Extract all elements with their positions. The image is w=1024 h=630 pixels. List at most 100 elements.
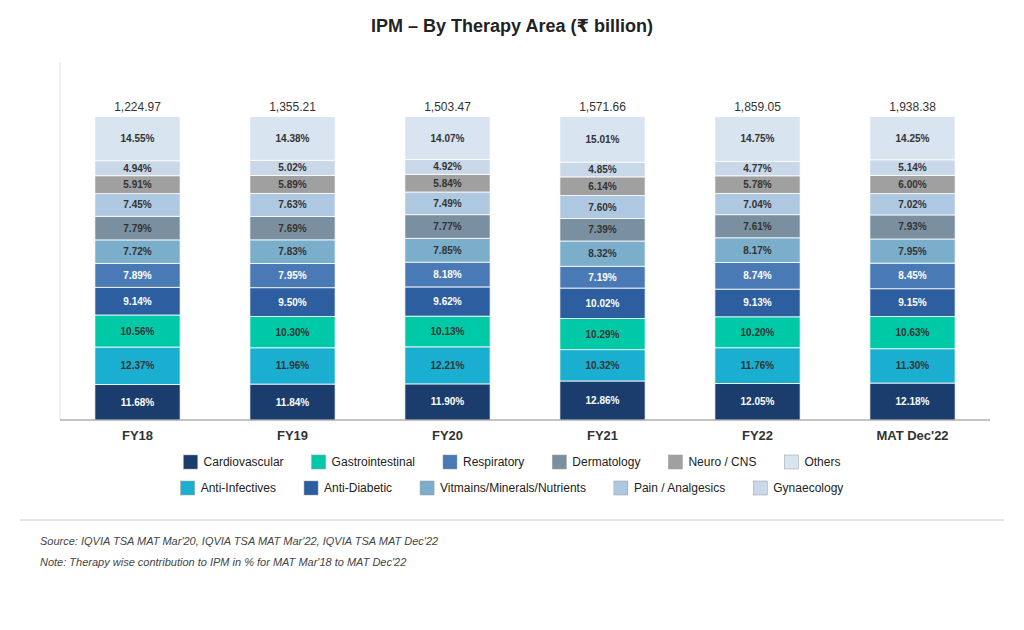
- bar-segment: [405, 192, 490, 215]
- bar-segment: [715, 215, 800, 238]
- data-label: 10.20%: [741, 327, 775, 338]
- data-label: 7.79%: [123, 223, 151, 234]
- data-label: 7.49%: [433, 198, 461, 209]
- data-label: 7.69%: [278, 223, 306, 234]
- bar-segment: [870, 175, 955, 193]
- source: Source: IQVIA TSA MAT Mar'20, IQVIA TSA …: [40, 535, 438, 547]
- legend-label: Others: [804, 455, 840, 469]
- bar-segment: [405, 238, 490, 262]
- legend-swatch: [443, 455, 457, 469]
- data-label: 7.72%: [123, 246, 151, 257]
- bar-segment: [560, 162, 645, 177]
- data-label: 11.84%: [276, 397, 309, 408]
- data-label: 10.30%: [276, 327, 310, 338]
- bar-segment: [560, 266, 645, 288]
- data-label: 7.60%: [588, 202, 616, 213]
- data-label: 9.13%: [743, 297, 771, 308]
- data-label: 14.07%: [431, 133, 465, 144]
- data-label: 10.29%: [586, 329, 620, 340]
- bar-segment: [250, 348, 335, 384]
- data-label: 14.55%: [121, 133, 155, 144]
- bar-segment: [560, 318, 645, 349]
- legend-label: Anti-Diabetic: [324, 481, 392, 495]
- legend-item: Vitmains/Minerals/Nutrients: [420, 481, 586, 495]
- data-label: 7.19%: [588, 272, 616, 283]
- legend-label: Dermatology: [572, 455, 640, 469]
- data-label: 7.63%: [278, 199, 306, 210]
- bar-segment: [95, 161, 180, 176]
- data-label: 11.76%: [741, 360, 774, 371]
- data-label: 5.84%: [433, 178, 461, 189]
- data-label: 7.95%: [898, 246, 926, 257]
- bar-segment: [250, 317, 335, 348]
- x-tick-label: MAT Dec'22: [876, 428, 948, 443]
- data-label: 10.13%: [431, 326, 465, 337]
- legend-item: Gynaecology: [753, 481, 843, 495]
- legend-item: Cardiovascular: [184, 455, 284, 469]
- bar-segment: [250, 175, 335, 193]
- bar-segment: [250, 117, 335, 161]
- data-label: 10.32%: [586, 360, 620, 371]
- bar-segment: [95, 176, 180, 194]
- data-label: 8.74%: [743, 270, 771, 281]
- bar-segment: [715, 176, 800, 194]
- data-label: 9.50%: [278, 297, 306, 308]
- data-label: 4.94%: [123, 163, 151, 174]
- data-label: 7.89%: [123, 270, 151, 281]
- data-label: 7.95%: [278, 270, 306, 281]
- data-label: 7.85%: [433, 245, 461, 256]
- bar-segment: [405, 384, 490, 420]
- data-label: 7.93%: [898, 221, 926, 232]
- data-label: 12.86%: [586, 395, 620, 406]
- total-label: 1,503.47: [424, 100, 471, 114]
- legend-swatch: [753, 481, 767, 495]
- bar-segment: [870, 160, 955, 176]
- data-label: 5.14%: [898, 162, 926, 173]
- bar-segment: [715, 117, 800, 162]
- chart: IPM – By Therapy Area (₹ billion)11.68%1…: [0, 0, 1024, 630]
- bar-segment: [715, 161, 800, 175]
- data-label: 4.85%: [588, 164, 616, 175]
- x-tick-label: FY19: [277, 428, 308, 443]
- legend-swatch: [784, 455, 798, 469]
- data-label: 6.14%: [588, 181, 616, 192]
- bar-segment: [715, 317, 800, 348]
- data-label: 10.56%: [121, 326, 155, 337]
- legend-swatch: [552, 455, 566, 469]
- legend: Cardiovascular Gastrointestinal Respirator…: [181, 455, 844, 495]
- legend-item: Gastrointestinal: [312, 455, 415, 469]
- bar-segment: [560, 288, 645, 318]
- total-label: 1,355.21: [269, 100, 316, 114]
- bar-segment: [250, 384, 335, 420]
- bar-segment: [560, 177, 645, 196]
- data-label: 12.37%: [121, 360, 155, 371]
- data-label: 12.05%: [741, 396, 775, 407]
- x-tick-label: FY20: [432, 428, 463, 443]
- legend-label: Neuro / CNS: [688, 455, 756, 469]
- data-label: 5.91%: [123, 179, 151, 190]
- data-label: 11.30%: [896, 360, 929, 371]
- bar-segment: [250, 240, 335, 264]
- data-label: 10.63%: [896, 327, 930, 338]
- bar-segment: [560, 196, 645, 219]
- legend-item: Dermatology: [552, 455, 640, 469]
- data-label: 7.02%: [898, 199, 926, 210]
- legend-label: Cardiovascular: [204, 455, 284, 469]
- data-label: 8.18%: [433, 269, 461, 280]
- bar-segment: [715, 193, 800, 214]
- bar-segment: [715, 289, 800, 317]
- bar-segment: [95, 263, 180, 287]
- total-label: 1,224.97: [114, 100, 161, 114]
- bar-segment: [405, 159, 490, 174]
- data-label: 4.77%: [743, 163, 771, 174]
- legend-label: Respiratory: [463, 455, 524, 469]
- bar-segment: [405, 215, 490, 239]
- bars: [95, 117, 955, 420]
- data-label: 5.02%: [278, 162, 306, 173]
- legend-label: Gynaecology: [773, 481, 843, 495]
- bar-segment: [95, 287, 180, 315]
- bar-segment: [870, 263, 955, 289]
- bar-segment: [560, 381, 645, 420]
- data-label: 9.62%: [433, 296, 461, 307]
- bar-segment: [715, 348, 800, 384]
